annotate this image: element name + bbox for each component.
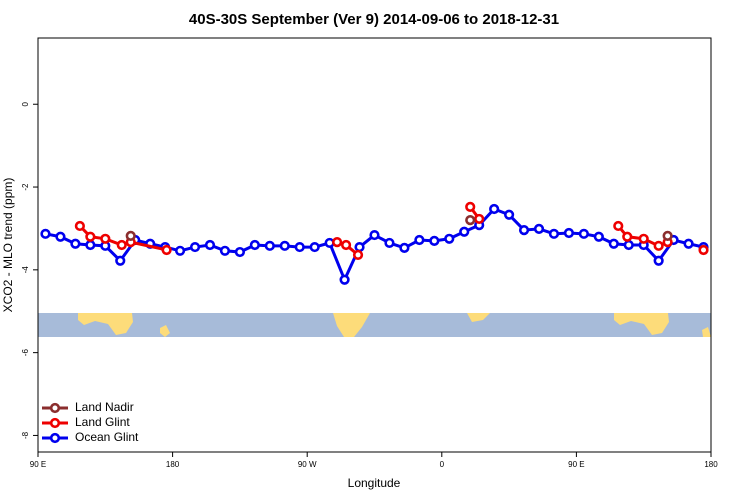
point: [339, 274, 350, 285]
point: [249, 239, 260, 251]
plot-frame: [37, 37, 712, 453]
point: [354, 241, 365, 253]
point: [352, 249, 364, 261]
y-tick-label: -2: [21, 183, 30, 191]
x-tick-label: 0: [440, 460, 445, 469]
point: [399, 242, 410, 253]
point: [504, 209, 515, 220]
point: [204, 239, 216, 251]
point: [309, 241, 320, 253]
point: [683, 238, 694, 249]
point: [613, 220, 624, 232]
legend-marker: [49, 432, 61, 444]
point: [459, 226, 470, 237]
y-tick-label: -8: [21, 431, 30, 439]
point: [608, 238, 619, 249]
point: [55, 231, 66, 242]
x-tick-label: 180: [166, 460, 180, 469]
point: [100, 233, 111, 244]
point: [116, 239, 127, 251]
point: [444, 233, 455, 244]
legend-label: Ocean Glint: [75, 430, 139, 444]
point: [533, 223, 545, 234]
x-tick-label: 90 E: [568, 460, 584, 469]
point: [161, 244, 172, 256]
y-tick-label: -6: [21, 349, 30, 357]
legend-marker: [49, 402, 61, 414]
point: [622, 231, 633, 242]
point: [518, 224, 530, 236]
legend-marker: [49, 417, 61, 429]
point: [40, 228, 51, 239]
y-tick-label: -4: [21, 266, 30, 274]
point: [578, 228, 589, 239]
x-tick-label: 90 W: [298, 460, 317, 469]
point: [219, 245, 231, 256]
point: [489, 203, 500, 215]
point: [369, 229, 380, 241]
point: [85, 231, 96, 242]
point: [74, 220, 85, 232]
point: [653, 240, 664, 251]
legend-label: Land Nadir: [75, 400, 134, 414]
point: [384, 237, 395, 249]
point: [653, 255, 664, 266]
x-tick-label: 180: [704, 460, 718, 469]
point: [264, 240, 275, 251]
point: [294, 241, 305, 253]
y-axis-label: XCO2 - MLO trend (ppm): [1, 178, 15, 313]
point: [174, 245, 186, 256]
point: [429, 235, 440, 246]
x-axis-label: Longitude: [348, 476, 401, 490]
point: [465, 215, 476, 226]
point: [70, 238, 81, 249]
point: [279, 240, 290, 251]
point: [593, 231, 604, 242]
chart-title: 40S-30S September (Ver 9) 2014-09-06 to …: [189, 11, 559, 28]
x-tick-label: 90 E: [30, 460, 46, 469]
point: [115, 255, 126, 266]
point: [332, 237, 343, 248]
point: [340, 239, 352, 251]
point: [662, 230, 673, 241]
point: [623, 239, 634, 251]
point: [85, 239, 96, 251]
point: [698, 244, 709, 256]
point: [474, 213, 485, 225]
point: [638, 233, 649, 244]
legend-label: Land Glint: [75, 415, 130, 429]
point: [563, 227, 575, 239]
point: [465, 201, 476, 213]
point: [189, 241, 201, 253]
point: [414, 234, 425, 246]
y-tick-label: 0: [21, 101, 30, 106]
point: [125, 230, 136, 241]
map-strip: [38, 313, 711, 337]
point: [548, 228, 560, 239]
point: [234, 246, 245, 258]
